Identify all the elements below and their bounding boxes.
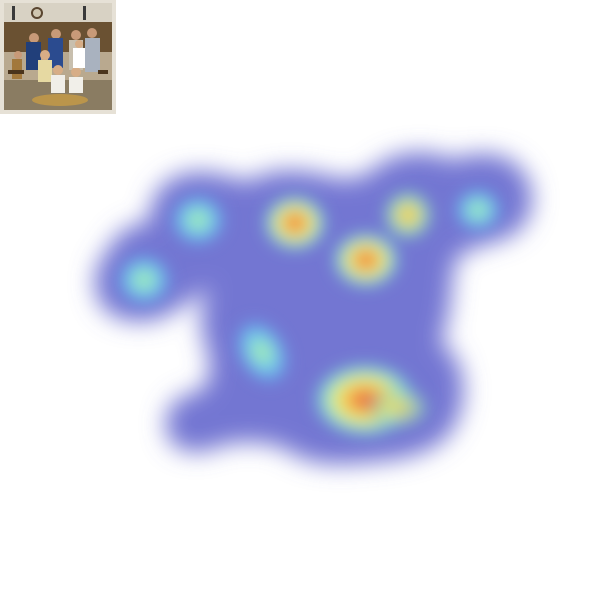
hotspot-left [114, 252, 174, 308]
thumbnail-photo [0, 0, 116, 114]
hotspot-bottom-right [366, 386, 434, 430]
heatmap-hotspots [114, 186, 504, 440]
hotspot-upper-left [168, 192, 228, 248]
hotspot-upper-center [261, 193, 329, 253]
hotspot-middle-left [232, 316, 292, 388]
hotspot-center [330, 230, 402, 290]
hotspot-far-right [452, 186, 504, 234]
hotspot-upper-right [380, 187, 436, 243]
family-photo-thumbnail-icon [0, 0, 116, 114]
